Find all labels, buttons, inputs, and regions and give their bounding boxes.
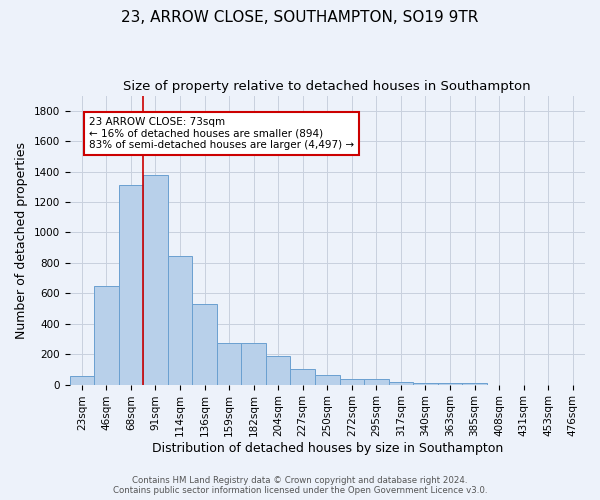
Bar [266,356,290,384]
Text: Contains HM Land Registry data © Crown copyright and database right 2024.
Contai: Contains HM Land Registry data © Crown c… [113,476,487,495]
Bar [192,304,217,384]
Bar [438,383,462,384]
Y-axis label: Number of detached properties: Number of detached properties [15,142,28,338]
Bar [143,176,168,384]
Bar [364,380,389,384]
Bar [119,186,143,384]
Bar [462,383,487,384]
Bar [168,256,192,384]
Bar [290,368,315,384]
Text: 23, ARROW CLOSE, SOUTHAMPTON, SO19 9TR: 23, ARROW CLOSE, SOUTHAMPTON, SO19 9TR [121,10,479,25]
X-axis label: Distribution of detached houses by size in Southampton: Distribution of detached houses by size … [152,442,503,455]
Bar [70,376,94,384]
Title: Size of property relative to detached houses in Southampton: Size of property relative to detached ho… [124,80,531,93]
Bar [241,343,266,384]
Bar [94,286,119,384]
Bar [389,382,413,384]
Bar [413,383,438,384]
Bar [315,374,340,384]
Text: 23 ARROW CLOSE: 73sqm
← 16% of detached houses are smaller (894)
83% of semi-det: 23 ARROW CLOSE: 73sqm ← 16% of detached … [89,117,354,150]
Bar [217,343,241,384]
Bar [340,380,364,384]
